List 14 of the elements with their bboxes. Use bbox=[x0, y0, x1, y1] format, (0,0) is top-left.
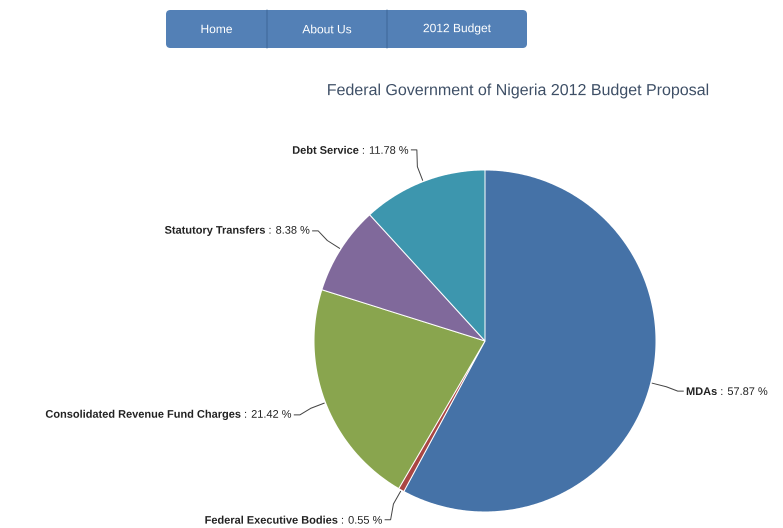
data-label: : 8.38 % bbox=[269, 226, 310, 234]
data-label: : 21.42 % bbox=[245, 410, 292, 418]
slice-label: Consolidated Revenue Fund Charges bbox=[46, 410, 241, 420]
slice-label: Debt Service bbox=[292, 146, 358, 154]
text: 2012 Budget bbox=[424, 23, 491, 35]
text: Home bbox=[201, 24, 232, 34]
chart-title: Federal Government of Nigeria 2012 Budget Proposal bbox=[328, 84, 708, 98]
data-label: : 57.87 % bbox=[721, 387, 768, 396]
text: About Us bbox=[302, 24, 352, 34]
data-label: : 0.55 % bbox=[342, 516, 382, 524]
slice-label: Statutory Transfers bbox=[164, 226, 265, 236]
slice-label: Federal Executive Bodies bbox=[205, 516, 338, 524]
data-label: : 11.78 % bbox=[362, 146, 408, 154]
slice-label: MDAs bbox=[686, 387, 717, 396]
